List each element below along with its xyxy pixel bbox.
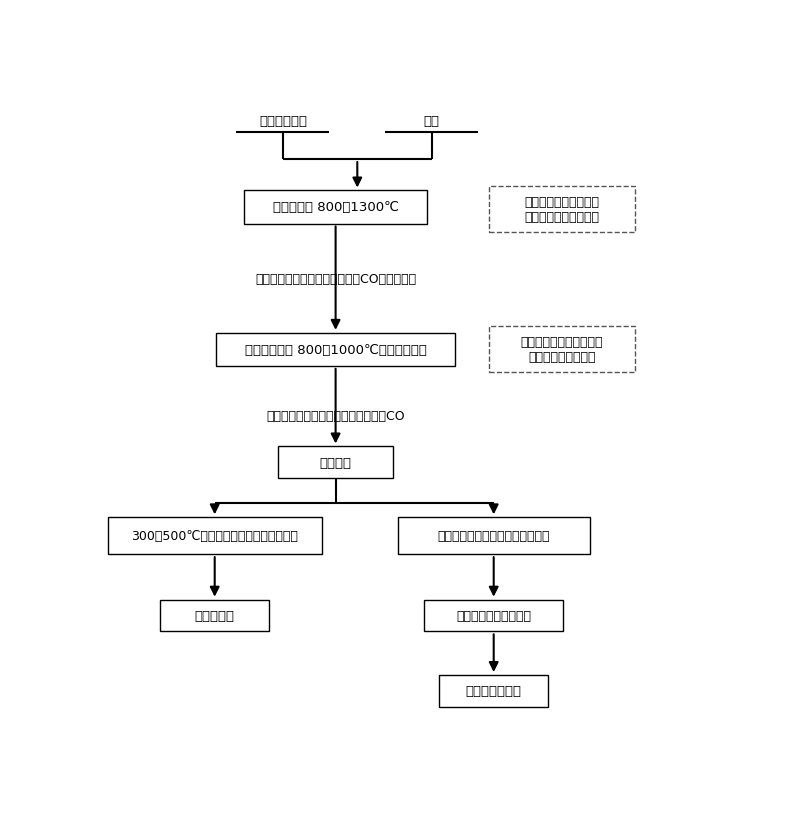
Bar [439,675,548,707]
Text: 直流炉内以焦丁为还原
剂，第一次碳热预还原: 直流炉内以焦丁为还原 剂，第一次碳热预还原 [525,195,599,224]
Text: 低温沉降桶，三氧化二砷冷凝沉降: 低温沉降桶，三氧化二砷冷凝沉降 [438,530,550,542]
Text: 布袋收尘，三氧化二砷: 布袋收尘，三氧化二砷 [456,609,531,623]
Text: 冷凝沉降: 冷凝沉降 [320,456,352,469]
Bar [489,186,634,233]
Bar [108,518,322,555]
Bar [216,334,455,367]
Bar [398,518,590,555]
Text: 300～500℃冷凝区，金属砷蒸汽结晶冷凝: 300～500℃冷凝区，金属砷蒸汽结晶冷凝 [131,530,298,542]
Bar [161,599,269,632]
Text: 直流电弧炉 800～1300℃: 直流电弧炉 800～1300℃ [273,201,398,214]
Text: 金属砷蒸汽、少量三氧化二砷烟气、CO: 金属砷蒸汽、少量三氧化二砷烟气、CO [266,410,405,423]
Bar [489,327,634,373]
Text: 金属砷蒸汽、三氧化二砷烟气、CO、少量水汽: 金属砷蒸汽、三氧化二砷烟气、CO、少量水汽 [255,272,416,286]
Bar [244,191,427,224]
Text: 产品金属砷: 产品金属砷 [194,609,234,623]
Text: 尾气处理，排放: 尾气处理，排放 [466,685,522,697]
Text: （炉）体外以木炭为还原
剂，第二次碳热还原: （炉）体外以木炭为还原 剂，第二次碳热还原 [521,336,603,363]
Text: 体外碳热还原 800～1000℃，木炭还原剂: 体外碳热还原 800～1000℃，木炭还原剂 [245,344,426,356]
Bar [424,599,563,632]
Bar [278,447,393,479]
Text: 高砷含锡烟尘: 高砷含锡烟尘 [259,115,307,128]
Text: 焦丁: 焦丁 [424,115,440,128]
